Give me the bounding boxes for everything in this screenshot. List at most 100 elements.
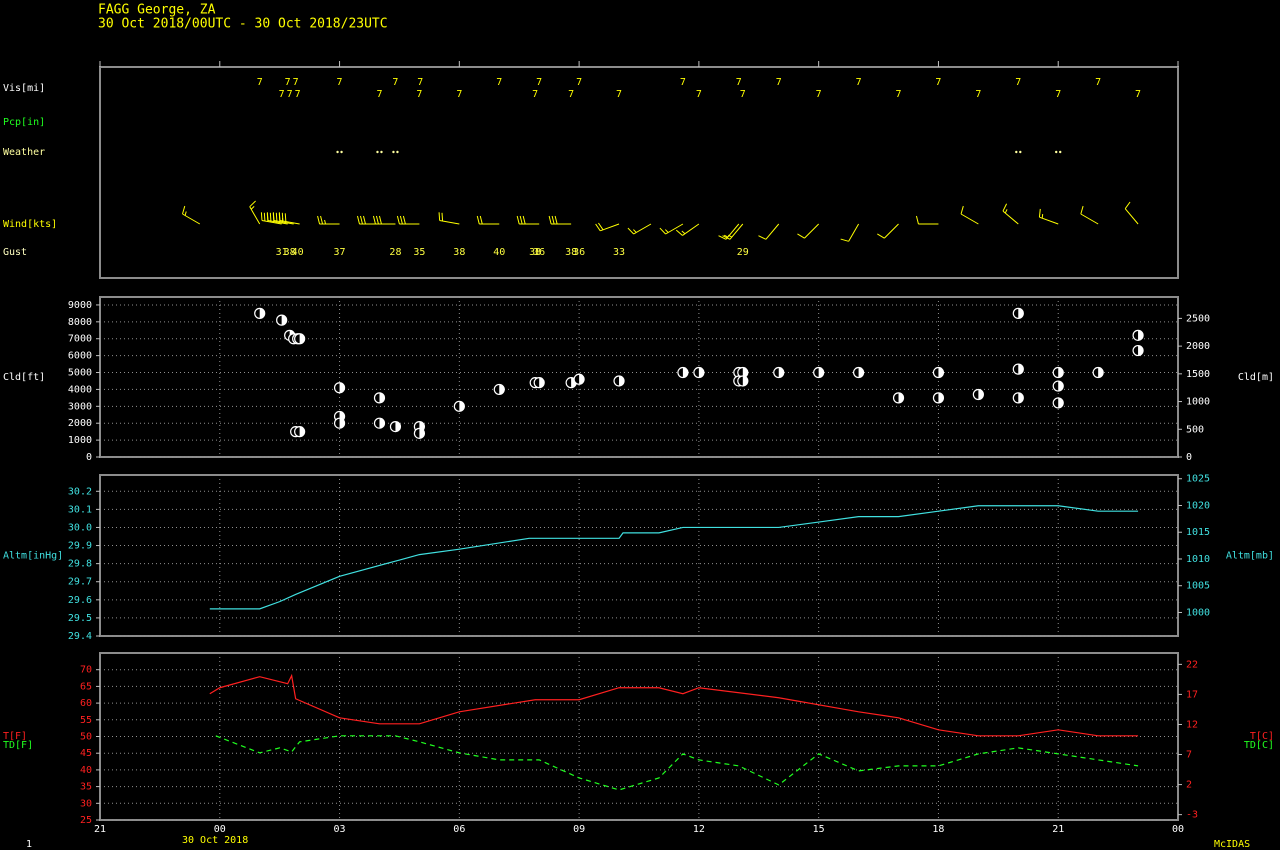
- wind-barb: [266, 212, 288, 225]
- y-tick-label: 0: [86, 452, 92, 463]
- wind-barb: [260, 212, 282, 225]
- cloud-cover-fill: [299, 426, 305, 437]
- visibility: 7: [1055, 89, 1061, 100]
- gust: 38: [529, 247, 541, 258]
- visibility: 7: [496, 77, 502, 88]
- wind-barb: [182, 205, 201, 225]
- y2-tick-label: 1000: [1186, 607, 1210, 618]
- series-line: [209, 505, 1139, 610]
- cloud-cover-fill: [259, 308, 265, 319]
- y-tick-label: 2000: [68, 418, 92, 429]
- x-tick-label: 00: [1172, 824, 1184, 835]
- station-title: FAGG George, ZA: [98, 3, 216, 18]
- y-tick-label: 55: [80, 715, 92, 726]
- series-line: [215, 735, 1139, 791]
- gust: 36: [573, 247, 585, 258]
- visibility: 7: [1015, 77, 1021, 88]
- wind-barb: [356, 215, 380, 225]
- wind-barb: [1080, 205, 1099, 225]
- visibility: 7: [696, 89, 702, 100]
- y-tick-label: 29.5: [68, 613, 92, 624]
- wind-barb: [595, 222, 620, 232]
- page-number: 1: [26, 839, 32, 850]
- weather-symbol: [380, 150, 383, 154]
- wind-barb: [476, 215, 500, 225]
- wind-barb: [1002, 203, 1019, 225]
- y2-tick-label: 1020: [1186, 500, 1210, 511]
- visibility: 7: [257, 77, 263, 88]
- cloud-cover-fill: [379, 392, 385, 403]
- legend-left: T[F]: [3, 731, 27, 742]
- y2-tick-label: 1005: [1186, 581, 1210, 592]
- brand: McIDAS: [1214, 839, 1250, 850]
- visibility: 7: [532, 89, 538, 100]
- y2-tick-label: 1010: [1186, 554, 1210, 565]
- row-label: Gust: [3, 247, 27, 258]
- visibility: 7: [740, 89, 746, 100]
- cloud-cover-fill: [1058, 367, 1064, 378]
- visibility: 7: [285, 77, 291, 88]
- y2-tick-label: 2500: [1186, 313, 1210, 324]
- visibility: 7: [975, 89, 981, 100]
- cloud-cover-fill: [579, 374, 585, 385]
- gust: 35: [413, 247, 425, 258]
- cloud-cover-fill: [1018, 364, 1024, 375]
- cloud-cover-fill: [1138, 345, 1144, 356]
- x-tick-label: 18: [932, 824, 944, 835]
- panel-frame: [99, 474, 1179, 637]
- y2-tick-label: 2000: [1186, 341, 1210, 352]
- y-tick-label: 29.8: [68, 559, 92, 570]
- x-tick-label: 00: [214, 824, 226, 835]
- cloud-cover-fill: [898, 392, 904, 403]
- y-tick-label: 4000: [68, 384, 92, 395]
- wind-barb: [797, 223, 820, 239]
- wind-barb: [278, 212, 300, 225]
- x-tick-label: 09: [573, 824, 585, 835]
- visibility: 7: [417, 77, 423, 88]
- y2-tick-label: 2: [1186, 780, 1192, 791]
- visibility: 7: [416, 89, 422, 100]
- gust: 38: [565, 247, 577, 258]
- cloud-cover-fill: [742, 375, 748, 386]
- wind-barb: [722, 223, 744, 240]
- visibility: 7: [568, 89, 574, 100]
- y2-axis-label: Altm[mb]: [1226, 551, 1274, 562]
- cloud-cover-fill: [339, 418, 345, 429]
- cloud-cover-fill: [299, 333, 305, 344]
- visibility: 7: [576, 77, 582, 88]
- visibility: 7: [456, 89, 462, 100]
- wind-barb: [758, 223, 780, 240]
- visibility: 7: [279, 89, 285, 100]
- y-tick-label: 50: [80, 732, 92, 743]
- y-tick-label: 40: [80, 765, 92, 776]
- x-tick-label: 21: [1052, 824, 1064, 835]
- y-tick-label: 30.2: [68, 486, 92, 497]
- visibility: 7: [376, 89, 382, 100]
- weather-symbol: [1015, 150, 1018, 154]
- cloud-cover-fill: [499, 384, 505, 395]
- visibility: 7: [337, 77, 343, 88]
- cloud-cover-fill: [1018, 308, 1024, 319]
- y-tick-label: 29.9: [68, 541, 92, 552]
- y2-tick-label: 12: [1186, 719, 1198, 730]
- wind-barb: [372, 215, 396, 225]
- cloud-cover-fill: [682, 367, 688, 378]
- x-tick-label: 06: [453, 824, 465, 835]
- y-tick-label: 30.1: [68, 504, 92, 515]
- visibility: 7: [736, 77, 742, 88]
- y-tick-label: 70: [80, 665, 92, 676]
- visibility: 7: [935, 77, 941, 88]
- weather-symbol: [376, 150, 379, 154]
- wind-barb: [675, 223, 700, 236]
- cloud-cover-fill: [938, 367, 944, 378]
- gust: 31: [276, 247, 288, 258]
- y2-tick-label: 17: [1186, 689, 1198, 700]
- gust: 40: [493, 247, 505, 258]
- wind-barb: [1124, 201, 1139, 225]
- cloud-cover-fill: [459, 401, 465, 412]
- weather-symbol: [1019, 150, 1022, 154]
- y-tick-label: 30.0: [68, 522, 92, 533]
- y-tick-label: 25: [80, 815, 92, 826]
- y-tick-label: 30: [80, 798, 92, 809]
